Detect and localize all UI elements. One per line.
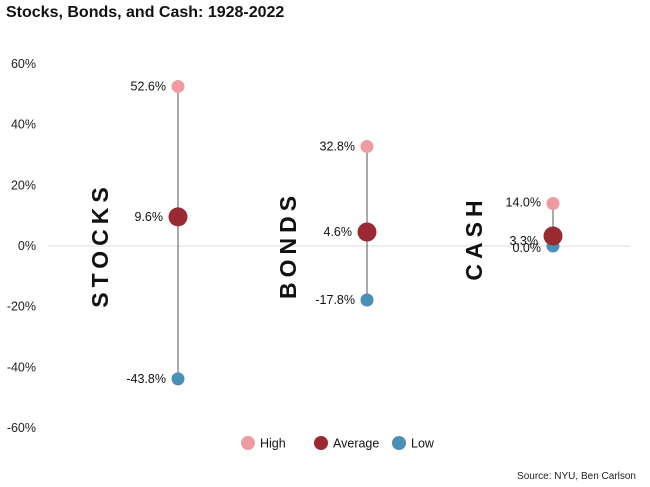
y-tick-label: -40%: [7, 360, 36, 374]
low-point-bonds: [360, 293, 374, 307]
high-point-bonds: [360, 140, 374, 154]
y-axis-ticks: 60% 40% 20% 0% -20% -40% -60%: [7, 57, 36, 435]
low-point-stocks: [171, 372, 185, 386]
average-label-cash: 3.3%: [510, 234, 539, 248]
category-label-stocks: STOCKS: [87, 182, 113, 307]
legend: High Average Low: [241, 436, 435, 451]
average-point-bonds: [357, 222, 377, 242]
y-tick-label: 60%: [11, 57, 36, 71]
legend-label-low: Low: [411, 437, 435, 451]
average-label-bonds: 4.6%: [324, 225, 353, 239]
category-labels: STOCKS BONDS CASH: [87, 182, 487, 307]
low-label-stocks: -43.8%: [126, 372, 166, 386]
y-tick-label: 20%: [11, 178, 36, 192]
legend-label-high: High: [260, 437, 286, 451]
legend-marker-high: [241, 436, 255, 450]
source-note: Source: NYU, Ben Carlson: [517, 471, 636, 482]
y-tick-label: -20%: [7, 300, 36, 314]
chart-title: Stocks, Bonds, and Cash: 1928-2022: [6, 4, 285, 21]
legend-marker-low: [392, 436, 406, 450]
category-label-cash: CASH: [461, 195, 487, 280]
high-point-stocks: [171, 79, 185, 93]
average-point-stocks: [168, 207, 188, 227]
data-points: [168, 79, 563, 386]
average-label-stocks: 9.6%: [135, 210, 164, 224]
legend-marker-average: [314, 436, 328, 450]
low-label-cash: 0.0%: [513, 241, 542, 255]
high-label-stocks: 52.6%: [131, 79, 166, 93]
high-point-cash: [546, 197, 560, 211]
category-label-bonds: BONDS: [275, 191, 301, 299]
y-tick-label: 40%: [11, 118, 36, 132]
high-label-bonds: 32.8%: [320, 140, 355, 154]
y-tick-label: -60%: [7, 421, 36, 435]
high-label-cash: 14.0%: [506, 196, 541, 210]
legend-label-average: Average: [333, 437, 379, 451]
data-labels: 52.6% 32.8% 14.0% -43.8% -17.8% 0.0% 9.6% 4.6% 3…: [126, 79, 541, 385]
low-label-bonds: -17.8%: [315, 293, 355, 307]
average-point-cash: [543, 226, 563, 246]
y-tick-label: 0%: [18, 239, 36, 253]
